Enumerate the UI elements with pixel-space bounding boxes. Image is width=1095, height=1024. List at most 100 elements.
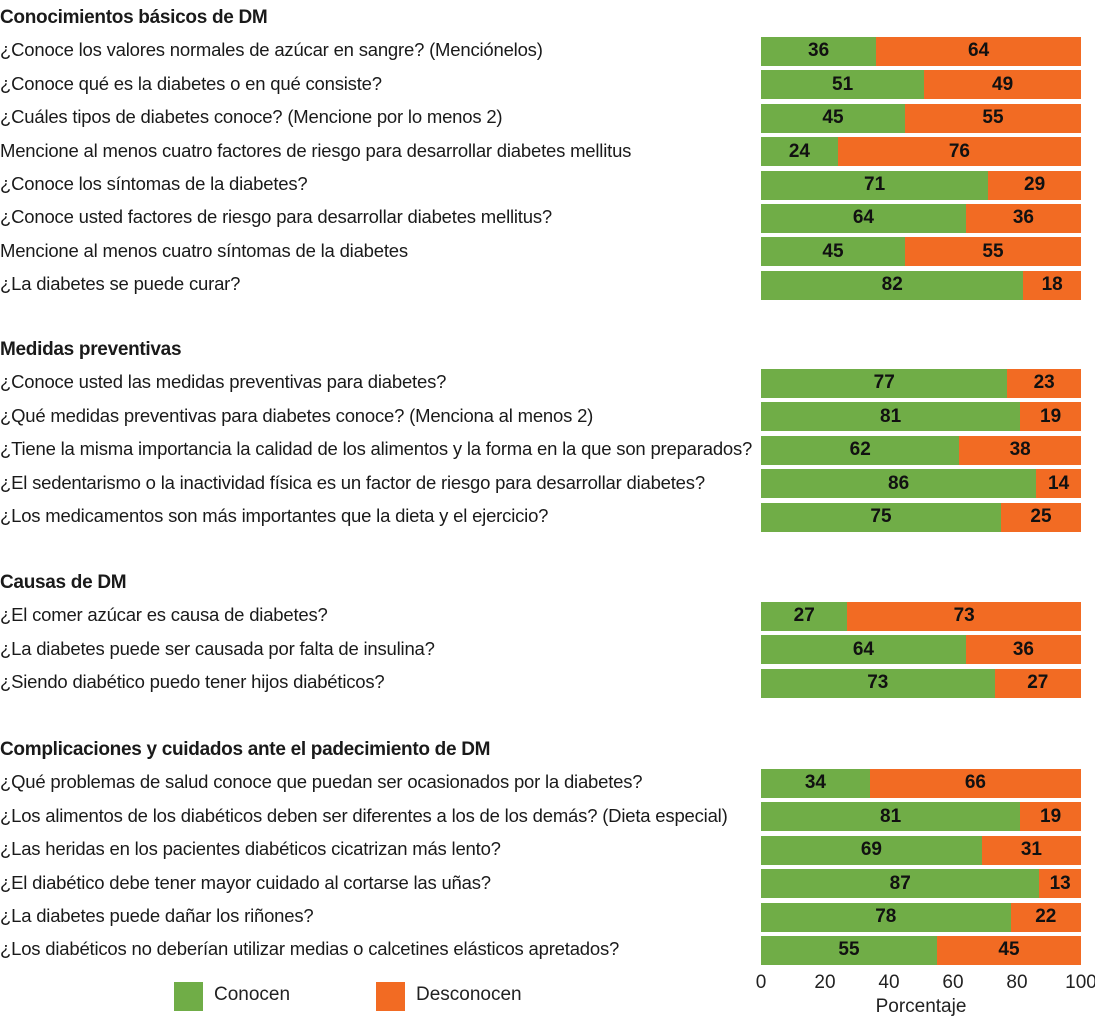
section-title: Conocimientos básicos de DM <box>0 7 268 28</box>
question-label: ¿Siendo diabético puedo tener hijos diab… <box>0 671 385 693</box>
question-label: ¿Los alimentos de los diabéticos deben s… <box>0 804 728 826</box>
bar-segment-desconocen: 18 <box>1023 270 1081 300</box>
question-label: ¿El sedentarismo o la inactividad física… <box>0 471 705 493</box>
bar-segment-desconocen: 31 <box>981 835 1081 865</box>
bar-segment-conocen: 36 <box>761 36 877 66</box>
stacked-bar: 69 31 <box>761 835 1081 865</box>
bar-segment-conocen: 81 <box>761 402 1021 432</box>
stacked-bar: 81 19 <box>761 802 1081 832</box>
bar-segment-conocen: 34 <box>761 768 870 798</box>
bar-segment-desconocen: 25 <box>1001 502 1081 532</box>
legend-swatch-conocen <box>174 982 203 1011</box>
legend-label-conocen: Conocen <box>214 984 291 1005</box>
question-label: Mencione al menos cuatro factores de rie… <box>0 139 632 161</box>
stacked-bar: 51 49 <box>761 70 1081 100</box>
bar-segment-conocen: 69 <box>761 835 982 865</box>
x-axis-label: Porcentaje <box>875 996 967 1017</box>
bar-segment-desconocen: 38 <box>959 435 1081 465</box>
question-label: ¿Las heridas en los pacientes diabéticos… <box>0 838 501 860</box>
stacked-bar: 24 76 <box>761 137 1081 167</box>
question-label: ¿Tiene la misma importancia la calidad d… <box>0 438 753 460</box>
bar-segment-conocen: 24 <box>761 137 838 167</box>
x-tick-label: 0 <box>755 972 767 993</box>
bar-segment-conocen: 62 <box>761 435 960 465</box>
x-tick-label: 100 <box>1065 972 1095 993</box>
question-label: ¿Los medicamentos son más importantes qu… <box>0 505 549 526</box>
x-tick-label: 80 <box>1006 972 1028 993</box>
question-label: ¿El comer azúcar es causa de diabetes? <box>0 604 328 626</box>
question-label: ¿Conoce qué es la diabetes o en qué cons… <box>0 72 382 94</box>
bar-segment-desconocen: 73 <box>847 601 1081 631</box>
stacked-bar: 62 38 <box>761 435 1081 465</box>
stacked-bar: 34 66 <box>761 768 1081 798</box>
stacked-bar: 86 14 <box>761 469 1081 499</box>
bar-segment-conocen: 71 <box>761 170 989 200</box>
x-tick-label: 40 <box>878 972 900 993</box>
question-label: ¿La diabetes puede ser causada por falta… <box>0 637 435 659</box>
bar-segment-desconocen: 19 <box>1020 802 1081 832</box>
bar-segment-conocen: 51 <box>761 70 925 100</box>
stacked-bar: 55 45 <box>761 935 1081 965</box>
bar-segment-conocen: 87 <box>761 869 1040 899</box>
x-tick-label: 20 <box>814 972 836 993</box>
stacked-bar: 87 13 <box>761 869 1081 899</box>
bar-segment-desconocen: 27 <box>994 668 1081 698</box>
bar-segment-desconocen: 36 <box>965 635 1081 665</box>
bar-segment-desconocen: 64 <box>876 36 1081 66</box>
bar-segment-conocen: 64 <box>761 203 966 233</box>
stacked-bar: 73 27 <box>761 668 1081 698</box>
bar-segment-conocen: 45 <box>761 103 905 133</box>
stacked-bar: 64 36 <box>761 635 1081 665</box>
bar-segment-conocen: 77 <box>761 368 1008 398</box>
question-label: ¿Conoce los síntomas de la diabetes? <box>0 173 308 194</box>
question-label: ¿Los diabéticos no deberían utilizar med… <box>0 938 620 960</box>
bar-segment-desconocen: 29 <box>988 170 1081 200</box>
stacked-bar: 77 23 <box>761 368 1081 398</box>
stacked-bar: 36 64 <box>761 36 1081 66</box>
bar-segment-conocen: 64 <box>761 635 966 665</box>
bar-segment-conocen: 55 <box>761 935 937 965</box>
section-title: Complicaciones y cuidados ante el padeci… <box>0 739 491 760</box>
bar-segment-desconocen: 76 <box>837 137 1081 167</box>
section-title: Medidas preventivas <box>0 339 182 360</box>
bar-segment-desconocen: 22 <box>1010 902 1081 932</box>
stacked-bar: 45 55 <box>761 237 1081 267</box>
question-label: ¿Conoce usted factores de riesgo para de… <box>0 206 552 228</box>
bar-segment-conocen: 73 <box>761 668 995 698</box>
stacked-bar: 71 29 <box>761 170 1081 200</box>
bar-segment-desconocen: 19 <box>1020 402 1081 432</box>
stacked-bar: 78 22 <box>761 902 1081 932</box>
bar-segment-desconocen: 45 <box>937 935 1081 965</box>
bar-segment-conocen: 81 <box>761 802 1021 832</box>
bar-segment-conocen: 82 <box>761 270 1024 300</box>
bar-segment-desconocen: 14 <box>1036 469 1081 499</box>
bar-segment-desconocen: 23 <box>1007 368 1081 398</box>
question-label: ¿Cuáles tipos de diabetes conoce? (Menci… <box>0 106 503 128</box>
bar-segment-desconocen: 55 <box>905 103 1081 133</box>
x-tick-label: 60 <box>942 972 964 993</box>
stacked-bar: 81 19 <box>761 402 1081 432</box>
bar-segment-desconocen: 36 <box>965 203 1081 233</box>
legend-label-desconocen: Desconocen <box>416 984 522 1005</box>
bar-segment-conocen: 86 <box>761 469 1037 499</box>
question-label: ¿La diabetes se puede curar? <box>0 273 241 295</box>
bar-segment-desconocen: 66 <box>869 768 1081 798</box>
stacked-bar: 45 55 <box>761 103 1081 133</box>
stacked-bar: 64 36 <box>761 203 1081 233</box>
bar-segment-conocen: 78 <box>761 902 1011 932</box>
section-title: Causas de DM <box>0 572 127 593</box>
bar-segment-conocen: 27 <box>761 601 848 631</box>
question-label: ¿Conoce usted las medidas preventivas pa… <box>0 371 447 393</box>
question-label: ¿El diabético debe tener mayor cuidado a… <box>0 871 491 893</box>
stacked-bar: 75 25 <box>761 502 1081 532</box>
bar-segment-desconocen: 49 <box>924 70 1081 100</box>
question-label: ¿Qué medidas preventivas para diabetes c… <box>0 404 594 426</box>
bar-segment-conocen: 45 <box>761 237 905 267</box>
stacked-bar: 82 18 <box>761 270 1081 300</box>
bar-segment-desconocen: 13 <box>1039 869 1081 899</box>
question-label: ¿Qué problemas de salud conoce que pueda… <box>0 771 643 793</box>
bar-segment-conocen: 75 <box>761 502 1001 532</box>
question-label: Mencione al menos cuatro síntomas de la … <box>0 239 408 261</box>
question-label: ¿Conoce los valores normales de azúcar e… <box>0 39 543 61</box>
